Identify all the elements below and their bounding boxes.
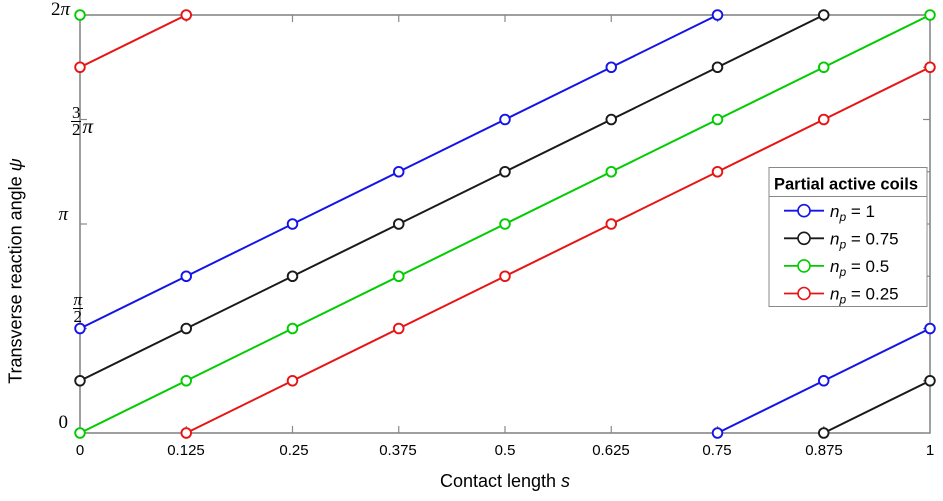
- svg-text:Partial active coils: Partial active coils: [774, 176, 918, 194]
- svg-text:np = 1: np = 1: [830, 202, 875, 224]
- svg-text:np = 0.5: np = 0.5: [830, 257, 889, 279]
